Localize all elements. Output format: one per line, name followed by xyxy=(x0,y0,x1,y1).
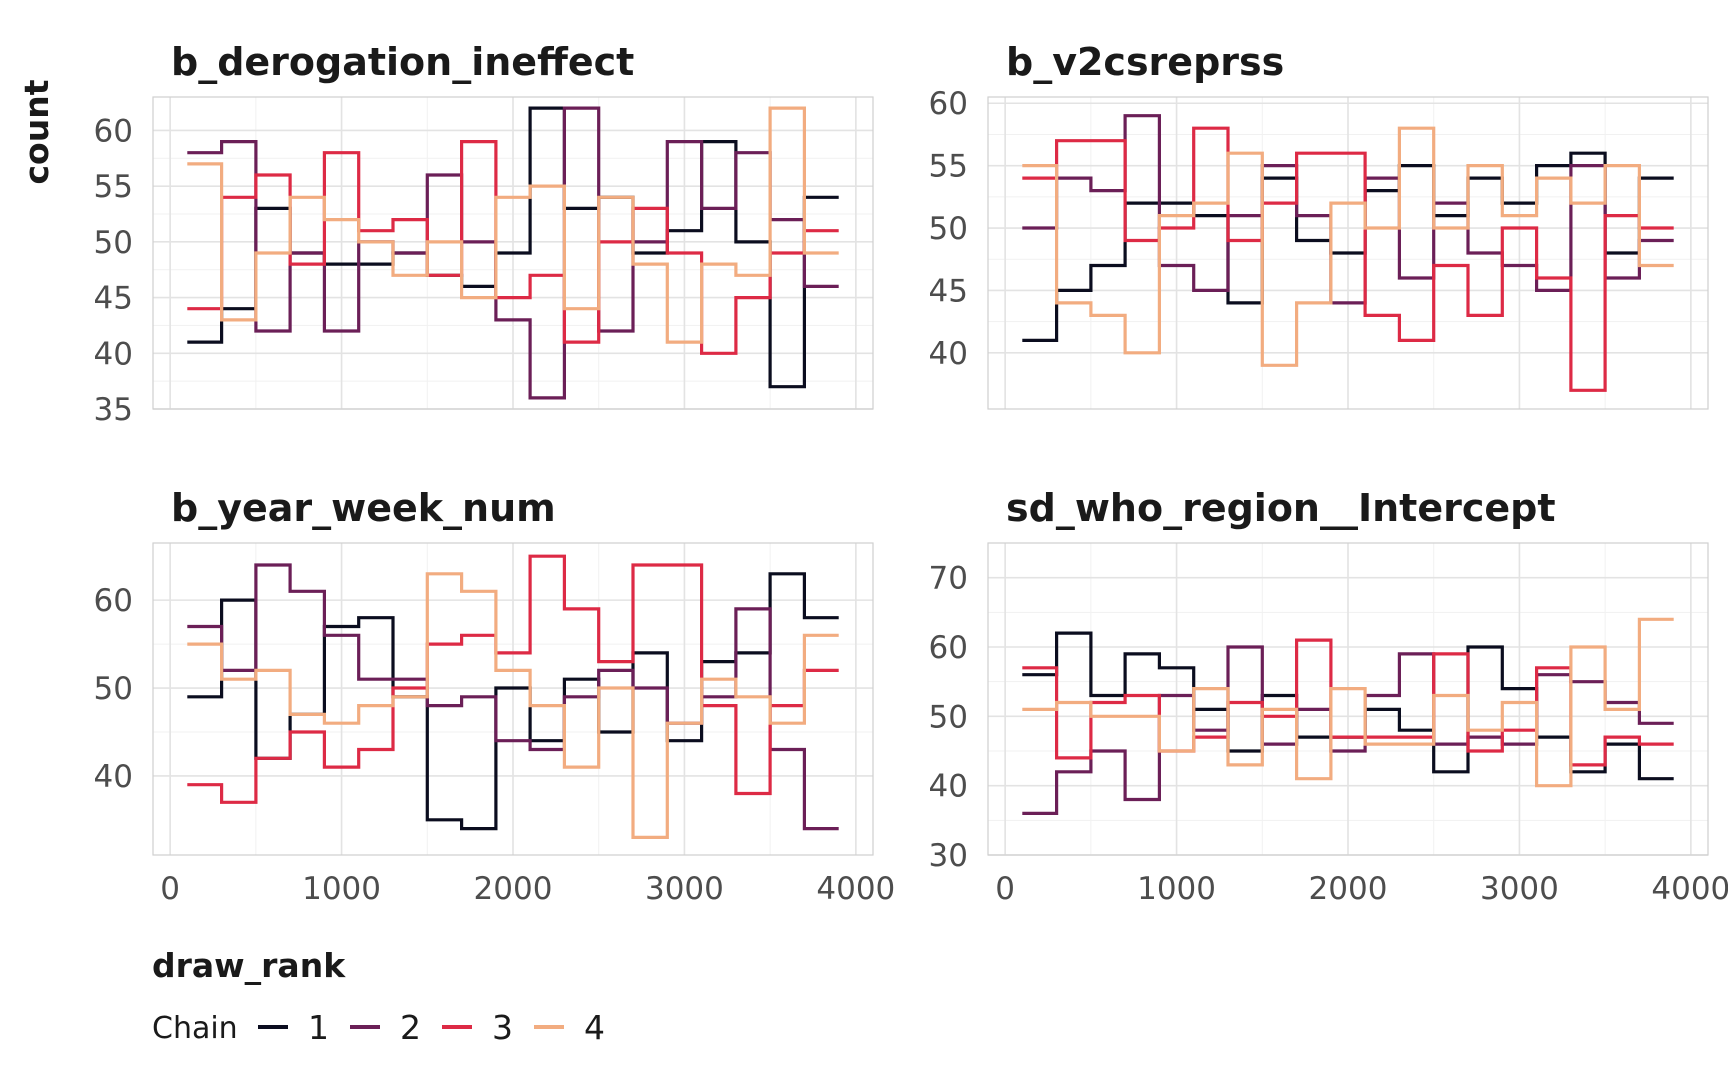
x-axis-title: draw_rank xyxy=(152,946,346,985)
y-axis-title: count xyxy=(17,79,56,184)
facet-panels: b_derogation_ineffect354045505560b_v2csr… xyxy=(94,40,1728,907)
x-tick-label: 4000 xyxy=(816,871,895,907)
y-tick-label: 30 xyxy=(929,838,968,874)
y-tick-label: 40 xyxy=(929,769,968,805)
y-tick-label: 40 xyxy=(929,336,968,372)
panel-3: sd_who_region__Intercept 30 40 50 60 70 0 1000 2… xyxy=(929,486,1728,907)
x-tick-label: 1000 xyxy=(302,871,381,907)
panel-border xyxy=(152,96,874,410)
y-tick-label: 70 xyxy=(929,561,968,597)
panel-title: b_year_week_num xyxy=(171,486,556,530)
y-tick-label: 50 xyxy=(94,671,133,707)
panel-0: b_derogation_ineffect 35 40 45 50 55 60 xyxy=(94,40,874,428)
panel-title: b_v2csreprss xyxy=(1006,40,1284,84)
y-tick-label: 45 xyxy=(94,281,133,317)
series-line-chain-4 xyxy=(187,106,839,344)
x-tick-label: 1000 xyxy=(1137,871,1216,907)
x-tick-label: 2000 xyxy=(1309,871,1388,907)
legend-label-2: 2 xyxy=(400,1008,421,1047)
y-tick-label: 60 xyxy=(94,583,133,619)
y-tick-label: 60 xyxy=(929,630,968,666)
panel-2: b_year_week_num 40 50 60 0 1000 2000 3000 4000 xyxy=(94,486,896,907)
panel-title: sd_who_region__Intercept xyxy=(1006,486,1556,530)
legend-label-4: 4 xyxy=(584,1008,605,1047)
series-line-chain-3 xyxy=(1022,126,1674,392)
panel-1: b_v2csreprss 40 45 50 55 60 xyxy=(929,40,1709,410)
legend-title: Chain xyxy=(152,1011,238,1046)
y-tick-label: 45 xyxy=(929,273,968,309)
series-line-chain-4 xyxy=(1022,617,1674,788)
y-tick-label: 40 xyxy=(94,336,133,372)
x-tick-label: 0 xyxy=(160,871,180,907)
x-tick-label: 4000 xyxy=(1651,871,1728,907)
x-tick-label: 3000 xyxy=(645,871,724,907)
y-tick-label: 50 xyxy=(929,699,968,735)
y-tick-label: 60 xyxy=(929,86,968,122)
y-tick-label: 50 xyxy=(929,211,968,247)
y-tick-label: 55 xyxy=(94,169,133,205)
y-tick-label: 55 xyxy=(929,149,968,185)
x-tick-label: 2000 xyxy=(474,871,553,907)
x-tick-label: 3000 xyxy=(1480,871,1559,907)
y-tick-label: 50 xyxy=(94,225,133,261)
legend-label-1: 1 xyxy=(308,1008,329,1047)
y-tick-label: 35 xyxy=(94,392,133,428)
series-line-chain-2 xyxy=(1022,645,1674,815)
panel-border xyxy=(987,542,1709,856)
series-line-chain-4 xyxy=(1022,126,1674,367)
panel-title: b_derogation_ineffect xyxy=(171,40,634,84)
panel-border xyxy=(152,542,874,856)
y-tick-label: 40 xyxy=(94,759,133,795)
series-line-chain-4 xyxy=(187,572,839,839)
y-tick-label: 60 xyxy=(94,113,133,149)
panel-border xyxy=(987,96,1709,410)
legend: Chain 1 2 3 4 xyxy=(152,1008,605,1047)
series-line-chain-2 xyxy=(1022,114,1674,305)
legend-keys: 1 2 3 4 xyxy=(258,1008,605,1047)
series-line-chain-2 xyxy=(187,106,839,400)
legend-label-3: 3 xyxy=(492,1008,513,1047)
series-line-chain-3 xyxy=(187,140,839,355)
x-tick-label: 0 xyxy=(995,871,1015,907)
